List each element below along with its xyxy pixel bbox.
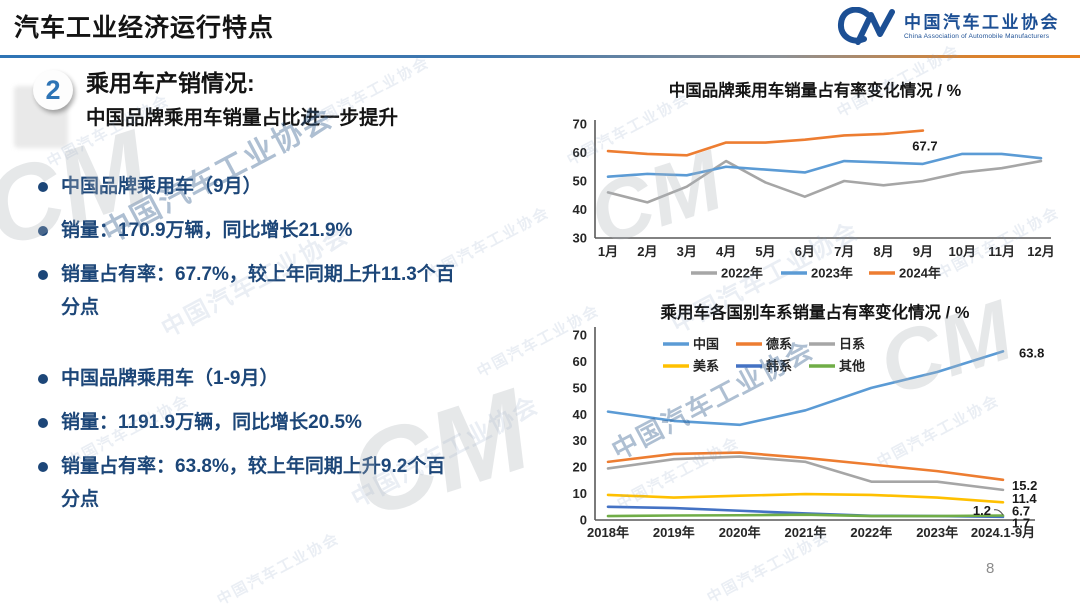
chart-title: 中国品牌乘用车销量占有率变化情况 / %: [669, 80, 962, 100]
page-number: 8: [986, 560, 995, 577]
bullet-dot-icon: [38, 374, 48, 384]
x-tick-label: 2020年: [719, 525, 761, 540]
series-line-德系: [606, 451, 1005, 482]
bullet-group-september: 中国品牌乘用车（9月） 销量：170.9万辆，同比增长21.9% 销量占有率：67.…: [38, 170, 543, 335]
y-tick-label: 70: [573, 117, 587, 132]
bullet-item: 销量占有率：67.7%，较上年同期上升11.3个百分点: [38, 258, 543, 324]
x-tick-label: 6月: [795, 244, 815, 259]
organization-logo: 中国汽车工业协会 China Association of Automobile…: [837, 7, 1060, 47]
bullet-text: 中国品牌乘用车（1-9月）: [61, 368, 279, 389]
x-tick-label: 8月: [873, 244, 893, 259]
y-tick-label: 50: [573, 380, 587, 395]
bullet-dot-icon: [38, 182, 48, 192]
x-tick-label: 2月: [637, 244, 657, 259]
logo-name: 中国汽车工业协会: [904, 13, 1060, 32]
y-tick-label: 0: [580, 513, 587, 528]
y-tick-label: 40: [573, 407, 587, 422]
data-label: 11.4: [1012, 491, 1037, 506]
legend-label: 2023年: [811, 266, 853, 281]
legend-label: 其他: [839, 359, 865, 374]
cam-logo-icon: [838, 7, 895, 45]
bullet-text: 销量占有率：67.7%，较上年同期上升11.3个百分点: [61, 264, 455, 318]
series-line-其他: [606, 513, 1005, 518]
bullet-text: 销量：1191.9万辆，同比增长20.5%: [61, 412, 362, 433]
bullet-item: 销量：170.9万辆，同比增长21.9%: [38, 214, 543, 247]
bullet-dot-icon: [38, 226, 48, 236]
y-tick-label: 10: [573, 486, 587, 501]
label-leader-line: [993, 509, 1004, 516]
x-tick-label: 10月: [949, 244, 976, 259]
x-tick-label: 4月: [716, 244, 736, 259]
data-label: 1.2: [973, 503, 991, 518]
y-tick-label: 40: [573, 202, 587, 217]
x-tick-label: 9月: [913, 244, 933, 259]
x-tick-label: 5月: [755, 244, 775, 259]
x-tick-label: 3月: [677, 244, 697, 259]
bullet-item: 销量：1191.9万辆，同比增长20.5%: [38, 406, 543, 439]
x-tick-label: 11月: [988, 244, 1015, 259]
section-title: 乘用车产销情况:: [86, 70, 255, 96]
legend-label: 中国: [693, 337, 719, 352]
x-tick-label: 2024.1-9月: [971, 525, 1035, 540]
page-title: 汽车工业经济运行特点: [14, 14, 275, 42]
bullet-text: 销量：170.9万辆，同比增长21.9%: [61, 220, 353, 241]
legend-label: 日系: [839, 337, 865, 352]
x-tick-label: 2022年: [850, 525, 892, 540]
data-label: 6.7: [1012, 503, 1030, 518]
series-line-美系: [606, 492, 1005, 504]
series-line-日系: [606, 455, 1005, 492]
section-number-badge: 2: [33, 70, 73, 110]
y-tick-label: 60: [573, 145, 587, 160]
bullet-group-jan-sep: 中国品牌乘用车（1-9月） 销量：1191.9万辆，同比增长20.5% 销量占有率：…: [38, 362, 543, 527]
logo-subtitle: China Association of Automobile Manufact…: [904, 33, 1050, 40]
header-divider: [0, 55, 1080, 58]
legend-label: 美系: [693, 359, 719, 374]
y-tick-label: 20: [573, 460, 587, 475]
x-tick-label: 2021年: [785, 525, 827, 540]
y-tick-label: 30: [573, 231, 587, 246]
bullet-text: 中国品牌乘用车（9月）: [61, 176, 262, 197]
y-tick-label: 60: [573, 354, 587, 369]
y-tick-label: 30: [573, 433, 587, 448]
legend-label: 2024年: [899, 266, 941, 281]
bullet-dot-icon: [38, 418, 48, 428]
x-tick-label: 1月: [598, 244, 618, 259]
legend-label: 2022年: [721, 266, 763, 281]
series-line-2024年: [606, 129, 925, 157]
x-tick-label: 12月: [1027, 244, 1054, 259]
series-line-2023年: [606, 152, 1043, 179]
x-tick-label: 7月: [834, 244, 854, 259]
bullet-text: 销量占有率：63.8%，较上年同期上升9.2个百分点: [61, 456, 446, 510]
y-tick-label: 70: [573, 328, 587, 343]
bullet-dot-icon: [38, 270, 48, 280]
section-subtitle: 中国品牌乘用车销量占比进一步提升: [86, 107, 399, 129]
bullet-item: 销量占有率：63.8%，较上年同期上升9.2个百分点: [38, 450, 543, 516]
data-label: 63.8: [1019, 345, 1044, 360]
x-tick-label: 2023年: [916, 525, 958, 540]
chart-title: 乘用车各国别车系销量占有率变化情况 / %: [660, 302, 970, 322]
x-tick-label: 2019年: [653, 525, 695, 540]
share-by-country-chart: 乘用车各国别车系销量占有率变化情况 / % 0 10 20 30 40 50 60 70 2018…: [573, 302, 1045, 540]
data-label: 67.7: [912, 139, 937, 154]
bullet-dot-icon: [38, 462, 48, 472]
x-tick-label: 2018年: [587, 525, 629, 540]
series-line-2022年: [606, 159, 1043, 204]
legend-label: 韩系: [766, 359, 792, 374]
bullet-item: 中国品牌乘用车（9月）: [38, 170, 543, 203]
bullet-item: 中国品牌乘用车（1-9月）: [38, 362, 543, 395]
y-tick-label: 50: [573, 174, 587, 189]
series-line-中国: [606, 350, 1005, 427]
data-label: 1.7: [1012, 516, 1030, 531]
legend-label: 德系: [766, 337, 792, 352]
brand-share-by-month-chart: 中国品牌乘用车销量占有率变化情况 / % 30 40 50 60 70 1月 2月 3月 4月 5月…: [573, 80, 1055, 281]
data-label: 15.2: [1012, 478, 1037, 493]
watermark: 中国汽车工业协会: [214, 529, 343, 607]
